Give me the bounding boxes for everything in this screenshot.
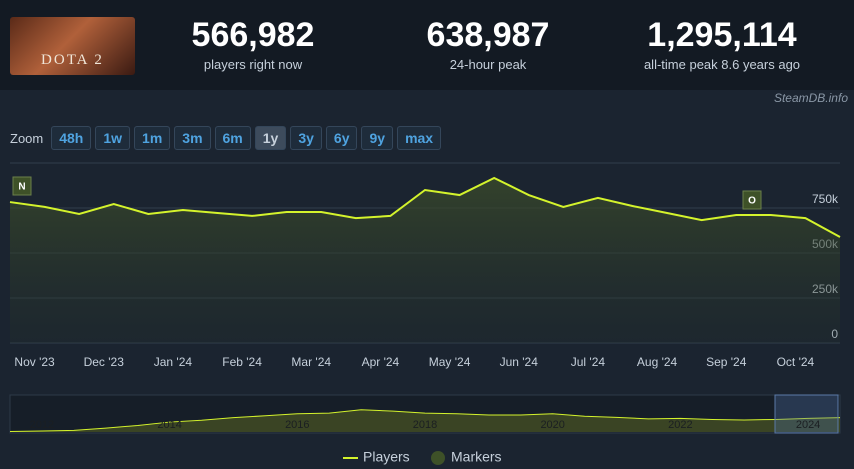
legend-label: Players [363,449,410,465]
x-tick-label: Dec '23 [84,355,125,369]
x-tick-label: Mar '24 [291,355,331,369]
zoom-label: Zoom [10,130,44,146]
zoom-button[interactable]: 6y [325,126,358,150]
stat-value: 1,295,114 [647,16,797,54]
x-tick-label: Jun '24 [500,355,539,369]
marker [742,190,762,210]
area [10,177,840,343]
zoom-button[interactable]: 3m [174,126,211,150]
zoom-button[interactable]: 1w [95,126,131,150]
navigator-label: 2014 [157,419,181,431]
marker-label: N [18,182,25,193]
line [9,176,841,238]
marker-label: O [748,196,756,207]
zoom-button[interactable]: 48h [51,126,92,150]
x-tick-label: Jan '24 [154,355,193,369]
y-tick-label: 750k [812,192,839,206]
zoom-button[interactable]: 3y [290,126,322,150]
navigator-label: 2016 [285,419,309,431]
x-tick-label: Apr '24 [362,355,400,369]
zoom-bar: Zoom 48h 1w 1m 3m 6m 1y 3y 6y 9y max [10,126,442,150]
marker [12,176,32,196]
stat-label: 24-hour peak [449,57,527,72]
x-tick-label: Jul '24 [571,355,606,369]
x-tick-label: Sep '24 [706,355,747,369]
navigator-line [9,409,841,432]
stat-label: players right now [203,57,303,72]
credit: SteamDB.info [773,91,848,105]
header: DOTA 2 566,982 players right now 638,987 2… [0,0,854,90]
navigator-label: 2018 [413,419,437,431]
x-tick-label: Aug '24 [637,355,678,369]
zoom-button[interactable]: 1y [254,126,287,150]
stat: 1,295,114 all-time peak 8.6 years ago [607,16,837,72]
zoom-button[interactable]: 9y [361,126,394,150]
navigator-selection [774,394,839,434]
x-tick-label: Oct '24 [777,355,815,369]
navigator-label: 2024 [796,419,820,431]
stat: 638,987 24-hour peak [373,16,603,72]
zoom-button[interactable]: 1m [134,126,171,150]
stat: 566,982 players right now [138,16,368,72]
stat-value: 566,982 [191,16,315,54]
stat-value: 638,987 [426,16,550,54]
navigator-label: 2012 [30,419,54,431]
legend-label: Markers [451,449,502,465]
zoom-button[interactable]: 6m [214,126,251,150]
game-logo: DOTA 2 [10,17,135,75]
navigator-label: 2020 [540,419,564,431]
game-name: DOTA 2 [41,52,104,68]
x-tick-label: Nov '23 [14,355,55,369]
legend-swatch [431,451,445,465]
x-tick-label: Feb '24 [222,355,262,369]
x-tick-label: May '24 [429,355,471,369]
zoom-button[interactable]: max [397,126,442,150]
navigator-label: 2022 [668,419,692,431]
navigator-area [10,409,840,432]
stat-label: all-time peak 8.6 years ago [643,57,801,72]
